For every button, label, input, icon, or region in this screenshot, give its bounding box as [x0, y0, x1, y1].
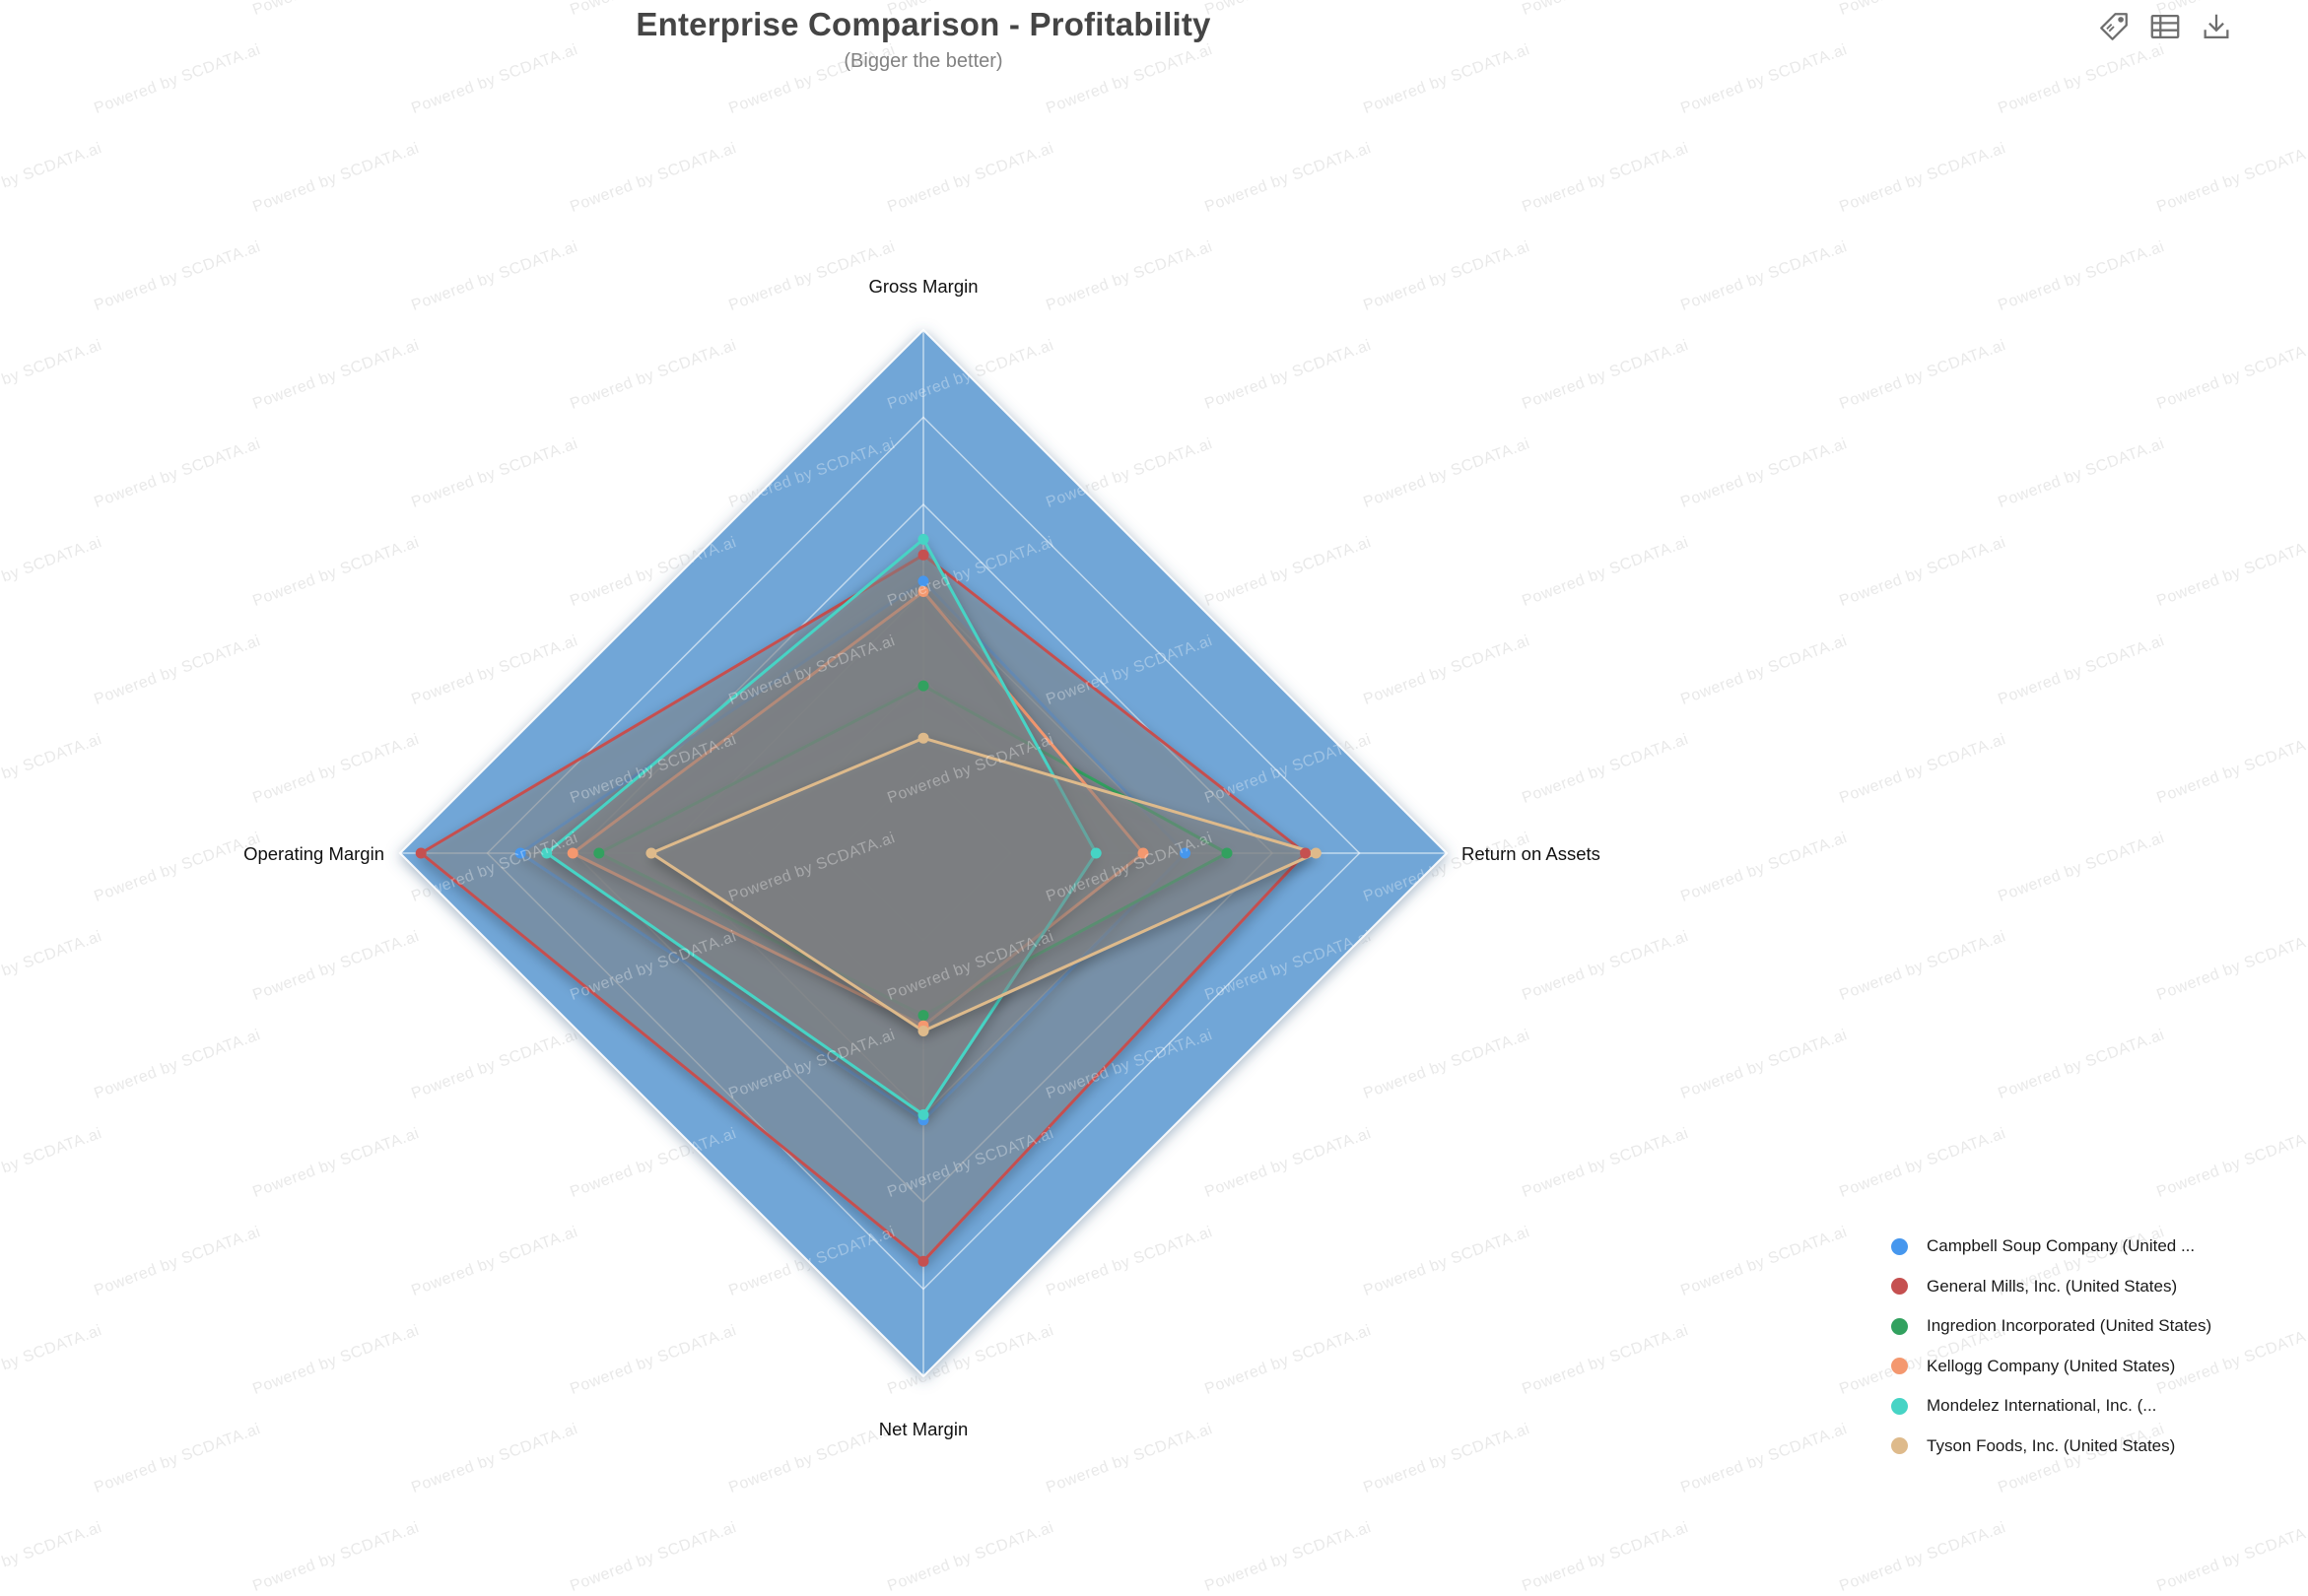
- legend-label: Tyson Foods, Inc. (United States): [1927, 1435, 2176, 1455]
- legend-item[interactable]: Tyson Foods, Inc. (United States): [1891, 1435, 2211, 1455]
- legend-label: Kellogg Company (United States): [1927, 1356, 2176, 1375]
- page-title: Enterprise Comparison - Profitability: [636, 6, 1211, 42]
- legend-label: General Mills, Inc. (United States): [1927, 1276, 2178, 1296]
- series-point-2-0[interactable]: [917, 680, 929, 692]
- page-subtitle: (Bigger the better): [844, 50, 1003, 72]
- legend-item[interactable]: Ingredion Incorporated (United States): [1891, 1316, 2212, 1335]
- series-point-1-3[interactable]: [415, 847, 427, 859]
- axis-label-3: Operating Margin: [243, 843, 384, 864]
- series-point-4-3[interactable]: [541, 847, 553, 859]
- watermark-text: Powered by SCDATA.ai: [2154, 1519, 2308, 1596]
- watermark-text: Powered by SCDATA.ai: [885, 1519, 1056, 1596]
- watermark-text: Powered by SCDATA.ai: [250, 1519, 422, 1596]
- watermark-text: Powered by SCDATA.ai: [568, 1519, 739, 1596]
- watermark-text: Powered by SCDATA.ai: [568, 1519, 739, 1596]
- legend-marker: [1891, 1358, 1908, 1374]
- watermark-text: Powered by SCDATA.ai: [250, 1519, 422, 1596]
- watermark-text: Powered by SCDATA.ai: [1837, 1519, 2008, 1596]
- watermark-text: Powered by SCDATA.ai: [0, 1519, 104, 1571]
- watermark-text: Powered by SCDATA.ai: [1202, 1519, 1374, 1596]
- series-point-1-0[interactable]: [917, 549, 929, 561]
- download-icon: [2204, 14, 2229, 38]
- series-point-5-1[interactable]: [1310, 847, 1322, 859]
- axis-label-1: Return on Assets: [1461, 843, 1600, 864]
- legend-marker: [1891, 1437, 1908, 1454]
- series-point-5-0[interactable]: [917, 732, 929, 744]
- watermark-text: Powered by SCDATA.ai: [2154, 1519, 2308, 1596]
- toolbox: [2095, 8, 2235, 45]
- legend-label: Campbell Soup Company (United ...: [1927, 1236, 2196, 1255]
- radar-chart: Gross Margin Return on Assets Net Margin Op…: [243, 276, 1600, 1439]
- series-point-2-3[interactable]: [593, 847, 605, 859]
- legend: Campbell Soup Company (United ... Genera…: [1891, 1236, 2212, 1477]
- data-view-icon: [2150, 15, 2180, 38]
- series-point-4-1[interactable]: [1090, 847, 1102, 859]
- watermark-text: Powered by SCDATA.ai: [1520, 1519, 1691, 1596]
- watermark-text: Powered by SCDATA.ai: [1837, 1519, 2008, 1596]
- legend-item[interactable]: Campbell Soup Company (United ...: [1891, 1236, 2211, 1255]
- series-point-4-0[interactable]: [917, 533, 929, 545]
- series-point-0-1[interactable]: [1180, 847, 1190, 859]
- series-point-3-3[interactable]: [567, 847, 578, 859]
- series-point-5-2[interactable]: [917, 1026, 929, 1036]
- watermark-text: Powered by SCDATA.ai: [0, 1519, 104, 1595]
- legend-item[interactable]: Mondelez International, Inc. (...: [1891, 1396, 2211, 1415]
- legend-item[interactable]: General Mills, Inc. (United States): [1891, 1276, 2211, 1296]
- download-button[interactable]: [2198, 8, 2235, 45]
- series-point-1-1[interactable]: [1300, 847, 1312, 859]
- legend-marker: [1891, 1397, 1908, 1415]
- series-point-4-2[interactable]: [917, 1109, 929, 1120]
- series-point-3-1[interactable]: [1137, 847, 1149, 859]
- chart-header: Enterprise Comparison - Profitability (B…: [332, 0, 1515, 73]
- tag-icon: [2100, 13, 2128, 40]
- series-point-2-2[interactable]: [917, 1010, 929, 1022]
- data-view-button[interactable]: [2146, 8, 2184, 45]
- watermark-text: Powered by SCDATA.ai: [885, 1519, 1056, 1596]
- axis-label-0: Gross Margin: [868, 276, 978, 297]
- axis-label-2: Net Margin: [879, 1419, 968, 1439]
- legend-item[interactable]: Kellogg Company (United States): [1891, 1356, 2211, 1375]
- legend-marker: [1891, 1278, 1908, 1295]
- watermark-text: Powered by SCDATA.ai: [1520, 1519, 1691, 1596]
- series-point-1-2[interactable]: [917, 1255, 929, 1267]
- tag-button[interactable]: [2095, 8, 2133, 45]
- series-point-0-0[interactable]: [917, 575, 929, 587]
- series-point-2-1[interactable]: [1221, 847, 1233, 859]
- legend-label: Mondelez International, Inc. (...: [1927, 1396, 2157, 1415]
- legend-marker: [1891, 1237, 1908, 1255]
- series-point-5-3[interactable]: [645, 847, 657, 859]
- watermark-text: Powered by SCDATA.ai: [1202, 1519, 1374, 1596]
- radar-chart-canvas: Gross Margin Return on Assets Net Margin Op…: [243, 276, 1600, 1439]
- legend-label: Ingredion Incorporated (United States): [1927, 1316, 2212, 1335]
- legend-marker: [1891, 1317, 1908, 1335]
- series-point-3-0[interactable]: [917, 586, 929, 597]
- series-point-0-3[interactable]: [514, 847, 526, 859]
